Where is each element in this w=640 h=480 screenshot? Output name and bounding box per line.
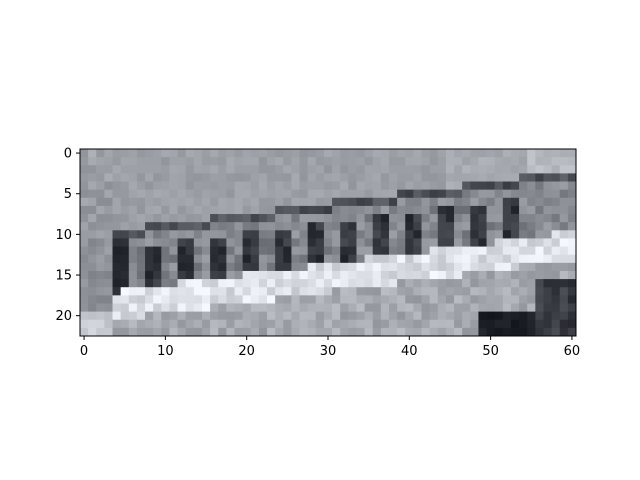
- x-tick-label: 60: [564, 344, 581, 359]
- x-tick-label: 20: [238, 344, 255, 359]
- y-tick-label: 0: [64, 147, 72, 162]
- x-tick-label: 10: [157, 344, 174, 359]
- x-axis-ticks: 0 10 20 30 40 50 60: [80, 336, 580, 359]
- x-tick-label: 30: [320, 344, 337, 359]
- y-tick-label: 15: [55, 269, 72, 284]
- x-tick-label: 40: [401, 344, 418, 359]
- y-axis-ticks: 0 5 10 15 20: [55, 147, 80, 324]
- y-tick-label: 10: [55, 228, 72, 243]
- x-tick-label: 0: [80, 344, 88, 359]
- license-plate-image: [80, 149, 576, 336]
- y-tick-label: 5: [64, 187, 72, 202]
- y-tick-label: 20: [55, 309, 72, 324]
- x-tick-label: 50: [482, 344, 499, 359]
